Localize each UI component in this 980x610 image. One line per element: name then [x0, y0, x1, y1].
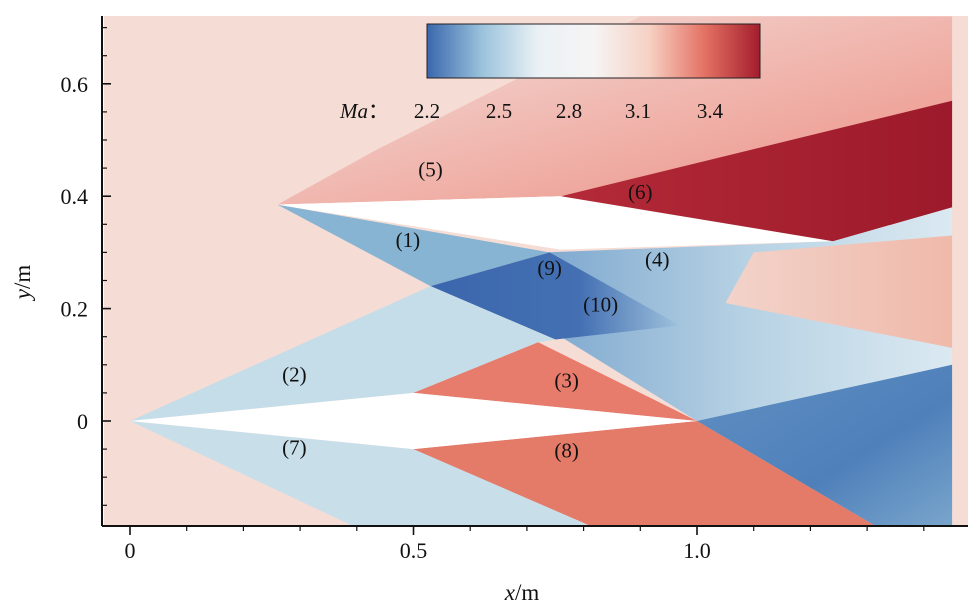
- colorbar-tick-label: 3.1: [625, 99, 651, 123]
- region-label: (2): [282, 363, 307, 387]
- x-ticks: 0 0.5 1.0: [125, 526, 711, 563]
- region-label: (7): [282, 436, 307, 460]
- y-tick-label: 0.6: [61, 72, 89, 97]
- region-label: (9): [537, 256, 562, 280]
- colorbar-title: Ma：: [339, 99, 389, 123]
- right-pink-zone: [725, 235, 953, 348]
- region-8-field: [413, 421, 876, 526]
- region-label: (10): [583, 292, 618, 316]
- upper-wedge-tail: [560, 196, 834, 250]
- colorbar: Ma： 2.2 2.5 2.8 3.1 3.4: [339, 23, 761, 123]
- region-5-field: [277, 16, 953, 205]
- colorbar-tick-labels: 2.2 2.5 2.8 3.1 3.4: [414, 99, 724, 123]
- x-tick-label: 0.5: [400, 538, 428, 563]
- y-axis-label: y/m: [10, 265, 35, 302]
- colorbar-tick-label: 2.8: [556, 99, 582, 123]
- region-label: (3): [554, 368, 579, 392]
- region-label: (6): [628, 180, 653, 204]
- region-labels: (1) (2) (3) (4) (5) (6) (7) (8) (9) (10): [282, 158, 669, 463]
- colorbar-bar: [426, 23, 761, 79]
- region-1-field: [277, 204, 550, 287]
- y-ticks: 0 0.2 0.4 0.6: [61, 72, 111, 434]
- y-tick-label: 0.2: [61, 297, 89, 322]
- axes: 0 0.5 1.0 0 0.2 0.4 0.6: [61, 16, 968, 563]
- region-2-field: [130, 286, 556, 421]
- region-label: (5): [418, 158, 443, 182]
- contour-field: [104, 16, 968, 526]
- y-tick-label: 0.4: [61, 184, 89, 209]
- region-label: (1): [396, 228, 421, 252]
- lower-right-expansion: [697, 364, 953, 526]
- colorbar-tick-label: 2.2: [414, 99, 440, 123]
- region-6-field: [560, 100, 953, 242]
- lower-wedge-body: [130, 392, 697, 450]
- x-tick-label: 0: [125, 538, 136, 563]
- region-label: (4): [645, 247, 670, 271]
- y-minor-ticks: [102, 27, 107, 506]
- colorbar-tick-label: 2.5: [486, 99, 512, 123]
- colorbar-tick-label: 3.4: [697, 99, 724, 123]
- x-axis-label: x/m: [504, 580, 540, 605]
- x-tick-label: 1.0: [683, 538, 711, 563]
- x-minor-ticks: [186, 526, 925, 531]
- region-7-field: [130, 421, 591, 526]
- region-label: (8): [554, 439, 579, 463]
- region-3-field: [413, 342, 697, 421]
- upper-wedge-fill: [277, 196, 561, 250]
- region-9-10-field: [430, 252, 680, 340]
- y-tick-label: 0: [77, 409, 88, 434]
